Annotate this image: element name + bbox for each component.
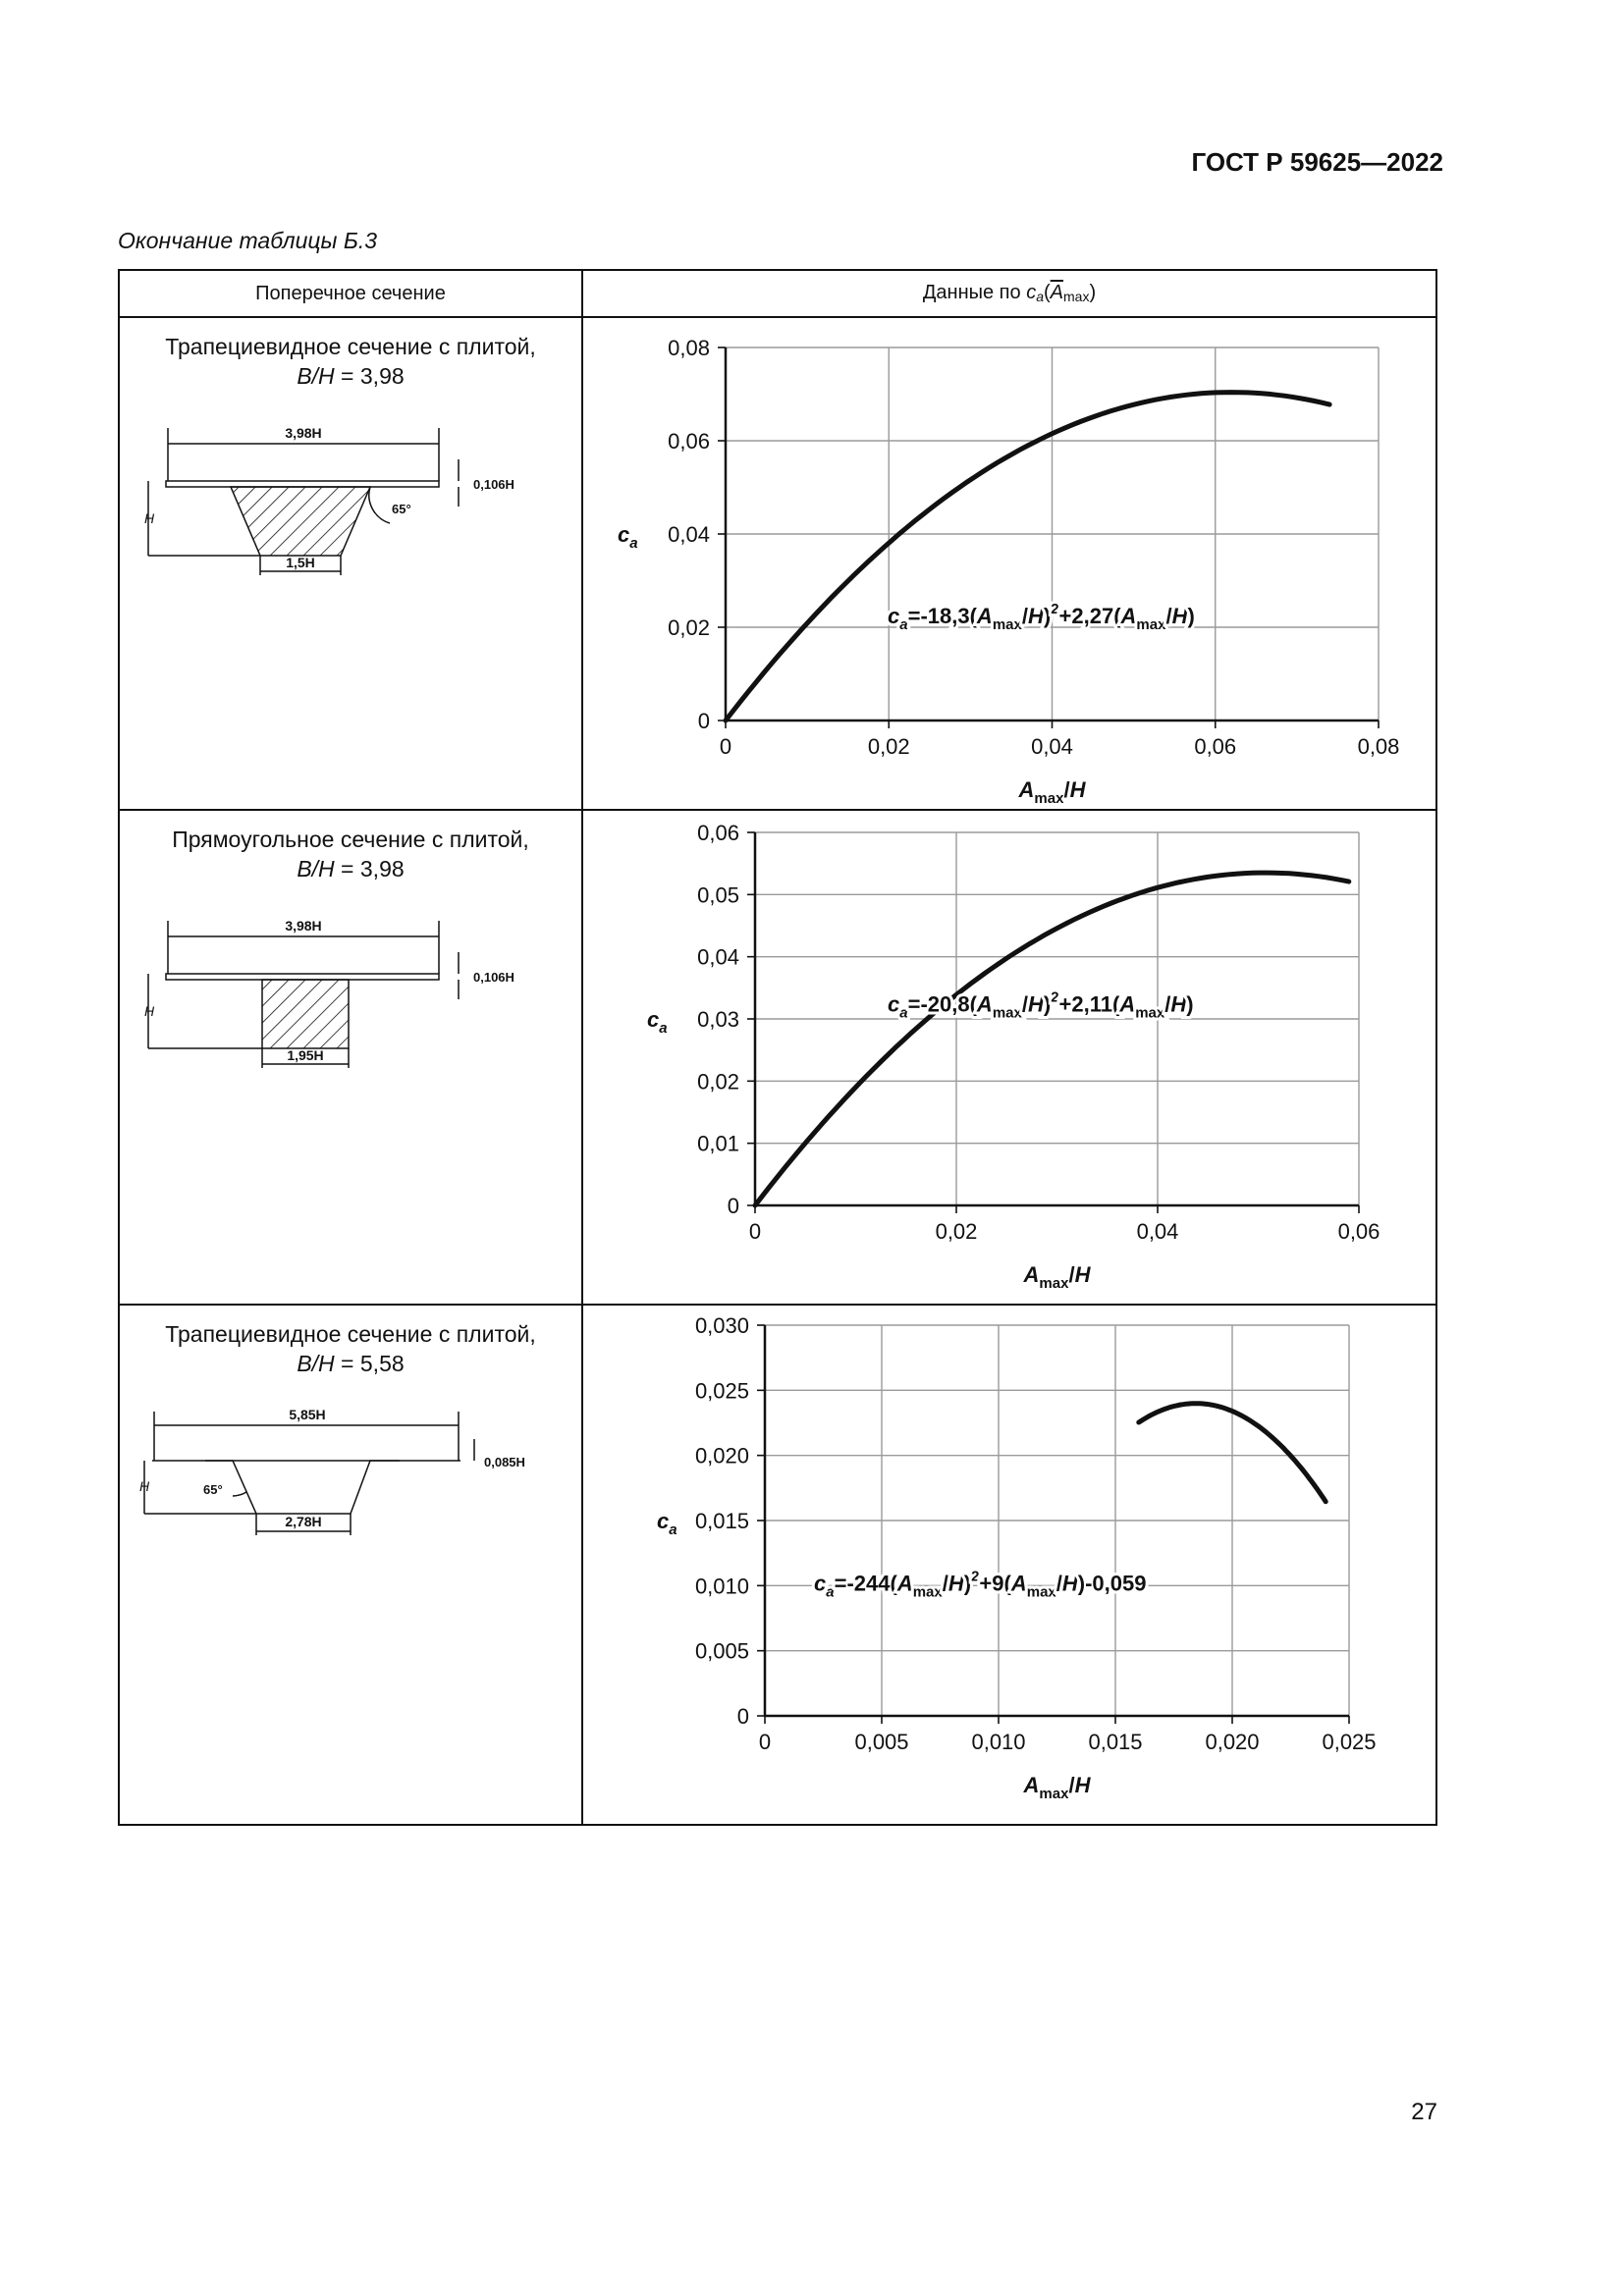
column-header-a-sub: max [1063, 289, 1090, 305]
x-tick-label: 0,005 [854, 1730, 908, 1754]
cross-section-drawing: 5,85H 2,78H H 0,085H 65° [139, 1407, 525, 1535]
y-axis-label: ca [618, 522, 638, 552]
y-tick-label: 0 [737, 1704, 749, 1729]
section-cell: Трапециевидное сечение с плитой, B/H = 3… [118, 316, 583, 811]
y-tick-label: 0,05 [697, 882, 739, 907]
bh-label: B/H [297, 1351, 335, 1376]
y-tick-label: 0,06 [668, 429, 710, 454]
dim-thickness: 0,085H [484, 1455, 525, 1469]
column-header-ca: c [1026, 282, 1037, 304]
x-tick-label: 0,06 [1194, 734, 1236, 759]
cross-section-drawing: 3,98H 1,5H H 0,106H 65° [144, 425, 514, 575]
data-table: Поперечное сечение Данные по ca(Amax) Тр… [118, 269, 1437, 1826]
table-caption: Окончание таблицы Б.3 [118, 228, 378, 253]
y-tick-label: 0,015 [695, 1509, 749, 1533]
dim-height: H [139, 1478, 150, 1494]
series-line [752, 870, 1352, 1208]
dim-angle: 65° [392, 502, 411, 516]
y-tick-label: 0,06 [697, 821, 739, 845]
chart-3: 0 0,005 0,010 0,015 0,020 0,025 0 0,005 0,010 0,0… [657, 1313, 1377, 1802]
dim-width: 3,98H [285, 918, 321, 934]
equation-label: ca=-20,8(Amax/H)2+2,11(Amax/H) [888, 988, 1194, 1021]
x-tick-label: 0,02 [936, 1219, 978, 1244]
y-axis-label: ca [657, 1509, 677, 1538]
x-tick-label: 0,02 [868, 734, 910, 759]
section-cell: Прямоугольное сечение с плитой, B/H = 3,… [118, 809, 583, 1306]
chart-cell: 0 0,005 0,010 0,015 0,020 0,025 0 0,005 0,010 0,0… [581, 1304, 1437, 1826]
column-header-data: Данные по ca(Amax) [581, 269, 1437, 318]
bh-value: = 5,58 [334, 1351, 405, 1376]
column-header-ca-sub: a [1036, 289, 1044, 305]
bh-label: B/H [297, 363, 335, 389]
cross-section-drawing: 3,98H 1,95H H 0,106H [144, 918, 514, 1068]
dim-bottom: 1,95H [287, 1047, 323, 1063]
y-tick-label: 0,04 [697, 945, 739, 970]
dim-bottom: 1,5H [286, 555, 315, 570]
chart-cell: 0 0,02 0,04 0,06 0,08 0 0,02 0,04 0,06 0,08 ca Amax… [581, 316, 1437, 811]
y-tick-label: 0,08 [668, 336, 710, 360]
column-header-prefix: Данные по [922, 282, 1027, 304]
section-cell: Трапециевидное сечение с плитой, B/H = 5… [118, 1304, 583, 1826]
chart-2: 0 0,02 0,04 0,06 0 0,01 0,02 0,03 0,04 0,05 0,06 ca… [647, 821, 1380, 1292]
section-title: Трапециевидное сечение с плитой, B/H = 3… [120, 332, 581, 391]
y-tick-label: 0 [698, 709, 710, 733]
equation-label: ca=-244(Amax/H)2+9(Amax/H)-0,059 [814, 1569, 1147, 1601]
table-row: Трапециевидное сечение с плитой, B/H = 3… [118, 316, 1437, 811]
x-tick-label: 0,04 [1137, 1219, 1179, 1244]
y-tick-label: 0,02 [668, 615, 710, 640]
y-tick-label: 0,020 [695, 1444, 749, 1468]
bh-label: B/H [297, 856, 335, 881]
x-tick-label: 0 [759, 1730, 771, 1754]
x-tick-label: 0,025 [1322, 1730, 1376, 1754]
y-tick-label: 0,025 [695, 1378, 749, 1403]
chart-cell: 0 0,02 0,04 0,06 0 0,01 0,02 0,03 0,04 0,05 0,06 ca… [581, 809, 1437, 1306]
table-row: Трапециевидное сечение с плитой, B/H = 5… [118, 1304, 1437, 1826]
x-tick-label: 0,08 [1358, 734, 1400, 759]
dim-width: 3,98H [285, 425, 321, 441]
dim-width: 5,85H [289, 1407, 325, 1422]
section-name: Трапециевидное сечение с плитой, [165, 1321, 536, 1347]
x-tick-label: 0,010 [971, 1730, 1025, 1754]
x-axis-label: Amax/H [1023, 1773, 1092, 1802]
x-tick-label: 0 [749, 1219, 761, 1244]
dim-bottom: 2,78H [285, 1514, 321, 1529]
x-tick-label: 0,06 [1338, 1219, 1380, 1244]
section-title: Прямоугольное сечение с плитой, B/H = 3,… [120, 825, 581, 883]
y-axis-label: ca [647, 1007, 668, 1037]
bh-value: = 3,98 [334, 363, 405, 389]
y-tick-label: 0 [728, 1194, 739, 1218]
y-tick-label: 0,030 [695, 1313, 749, 1338]
dim-height: H [144, 510, 155, 526]
chart-1: 0 0,02 0,04 0,06 0,08 0 0,02 0,04 0,06 0,08 ca Amax… [618, 336, 1400, 807]
section-name: Трапециевидное сечение с плитой, [165, 334, 536, 359]
equation-label: ca=-18,3(Amax/H)2+2,27(Amax/H) [888, 601, 1195, 633]
section-title: Трапециевидное сечение с плитой, B/H = 5… [120, 1319, 581, 1378]
x-tick-label: 0,020 [1205, 1730, 1259, 1754]
y-tick-label: 0,005 [695, 1639, 749, 1664]
dim-angle: 65° [203, 1482, 223, 1497]
x-tick-label: 0,015 [1088, 1730, 1142, 1754]
y-tick-label: 0,010 [695, 1574, 749, 1598]
bh-value: = 3,98 [334, 856, 405, 881]
y-tick-label: 0,03 [697, 1007, 739, 1032]
dim-thickness: 0,106H [473, 477, 514, 492]
y-tick-label: 0,02 [697, 1069, 739, 1094]
dim-thickness: 0,106H [473, 970, 514, 985]
table-row: Прямоугольное сечение с плитой, B/H = 3,… [118, 809, 1437, 1306]
section-name: Прямоугольное сечение с плитой, [172, 827, 529, 852]
x-tick-label: 0 [720, 734, 731, 759]
document-code: ГОСТ Р 59625—2022 [1191, 147, 1443, 177]
series-line [1136, 1401, 1328, 1505]
x-tick-label: 0,04 [1031, 734, 1073, 759]
dim-height: H [144, 1003, 155, 1019]
x-axis-label: Amax/H [1023, 1262, 1092, 1292]
y-tick-label: 0,04 [668, 522, 710, 547]
page-number: 27 [1411, 2099, 1437, 2125]
table-header-row: Поперечное сечение Данные по ca(Amax) [118, 269, 1437, 318]
column-header-section: Поперечное сечение [118, 269, 583, 318]
series-line [723, 390, 1332, 723]
x-axis-label: Amax/H [1018, 777, 1087, 807]
y-tick-label: 0,01 [697, 1132, 739, 1156]
column-header-a: A [1050, 282, 1063, 304]
